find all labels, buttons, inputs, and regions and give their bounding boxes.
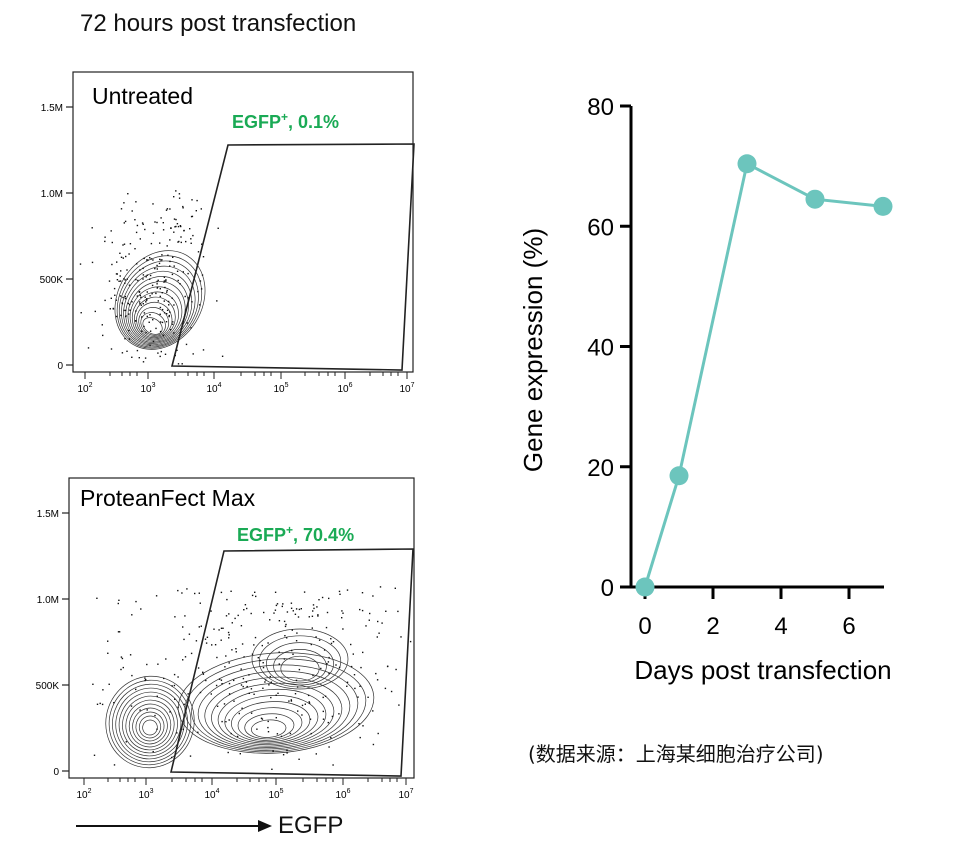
x-axis-title: Days post transfection: [634, 655, 891, 685]
flow-plot-untreated: 0 500K 1.0M 1.5M 102 103 104 105 106 107…: [40, 71, 415, 395]
y-tick-label: 500K: [36, 681, 60, 692]
y-tick-label: 0: [57, 361, 63, 372]
egfp-gate: [170, 143, 415, 371]
gate-percentage-label: EGFP+, 0.1%: [232, 110, 339, 132]
x-tick-label: 2: [706, 613, 719, 640]
y-tick-label: 0: [601, 575, 614, 602]
sample-label: Untreated: [92, 83, 193, 109]
event-dots: [79, 190, 224, 365]
flow-plot-proteanfect-max: 0 500K 1.0M 1.5M 102 103 104 105 106 107…: [36, 477, 415, 801]
y-tick-label: 60: [587, 214, 614, 241]
x-tick-label: 103: [138, 788, 153, 801]
data-point: [873, 196, 893, 216]
egfp-gate: [169, 548, 414, 777]
plot-frame: [68, 477, 415, 779]
x-tick-label: 6: [842, 613, 855, 640]
y-tick-label: 0: [53, 767, 59, 778]
x-tick-label: 103: [140, 382, 155, 395]
y-tick-label: 500K: [40, 275, 64, 286]
x-tick-label: 0: [638, 613, 651, 640]
gate-percentage-label: EGFP+, 70.4%: [237, 523, 354, 545]
x-tick-label: 107: [398, 788, 413, 801]
gene-expression-line-chart: 0 20 40 60 80 0 2 4 6 Gene expression (%) Days …: [518, 94, 893, 685]
x-tick-label: 106: [337, 382, 352, 395]
data-point: [635, 577, 655, 597]
data-point: [737, 154, 757, 174]
y-tick-label: 80: [587, 94, 614, 121]
event-dots: [92, 586, 412, 770]
x-tick-label: 105: [268, 788, 283, 801]
y-tick-label: 20: [587, 455, 614, 482]
contour-density: [105, 628, 375, 769]
x-tick-label: 107: [399, 382, 414, 395]
contour-density: [114, 250, 206, 350]
x-tick-label: 105: [273, 382, 288, 395]
sample-label: ProteanFect Max: [80, 485, 256, 511]
x-tick-label: 106: [335, 788, 350, 801]
x-tick-label: 104: [206, 382, 221, 395]
data-point: [805, 189, 825, 209]
egfp-axis-label: EGFP: [278, 812, 344, 839]
x-tick-label: 102: [77, 382, 92, 395]
y-tick-label: 1.5M: [41, 103, 63, 114]
series-line: [643, 161, 884, 588]
y-tick-label: 1.0M: [41, 189, 63, 200]
egfp-axis-arrow: [76, 820, 272, 832]
source-note: (数据来源：上海某细胞治疗公司): [528, 742, 824, 766]
y-axis-title: Gene expression (%): [518, 228, 548, 472]
y-axis-ticks: [62, 512, 69, 772]
y-axis-ticks: [66, 106, 73, 366]
y-tick-label: 1.5M: [37, 509, 59, 520]
data-point: [669, 466, 689, 486]
page-title: 72 hours post transfection: [80, 10, 357, 37]
y-tick-label: 40: [587, 335, 614, 362]
plot-frame: [72, 71, 414, 373]
x-tick-label: 102: [76, 788, 91, 801]
x-axis-ticks: [83, 778, 407, 785]
x-tick-label: 4: [774, 613, 787, 640]
y-tick-label: 1.0M: [37, 595, 59, 606]
x-tick-label: 104: [204, 788, 219, 801]
x-axis-ticks: [84, 372, 408, 379]
